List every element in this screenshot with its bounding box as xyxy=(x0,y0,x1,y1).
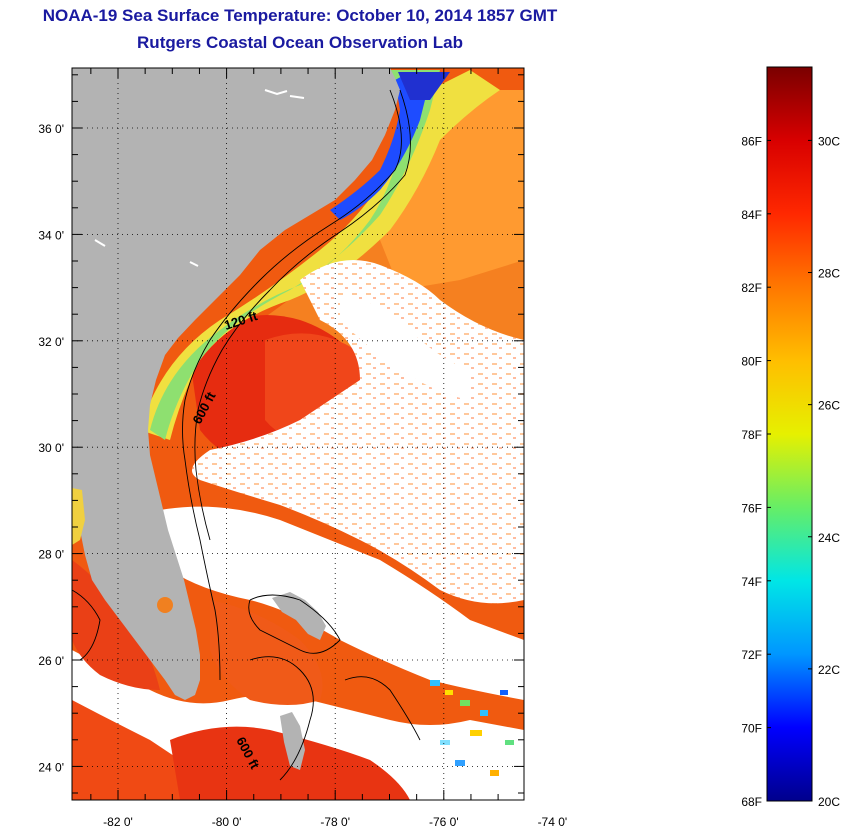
colorbar-f-label: 68F xyxy=(741,795,762,809)
latitude-label: 36 0' xyxy=(38,122,64,136)
colorbar-f-label: 72F xyxy=(741,648,762,662)
depth-contours xyxy=(72,89,421,781)
colorbar-c-label: 20C xyxy=(818,795,840,809)
map-frame xyxy=(71,67,525,801)
land-bahamas-2 xyxy=(280,712,305,770)
colorbar-f-label: 78F xyxy=(741,428,762,442)
longitude-labels: -82 0' -80 0' -78 0' -76 0' -74 0' xyxy=(103,815,567,829)
longitude-label: -74 0' xyxy=(538,815,568,829)
colorbar-c-label: 26C xyxy=(818,399,840,413)
colorbar-c-label: 24C xyxy=(818,531,840,545)
latitude-label: 26 0' xyxy=(38,654,64,668)
colorbar-f-label: 82F xyxy=(741,281,762,295)
warm-patch-west xyxy=(72,560,160,690)
latitude-label: 34 0' xyxy=(38,228,64,242)
colorbar-f-label: 70F xyxy=(741,722,762,736)
colorbar-f-label: 80F xyxy=(741,355,762,369)
latitude-label: 32 0' xyxy=(38,335,64,349)
colorbar-f-label: 84F xyxy=(741,208,762,222)
land-us-southeast xyxy=(72,68,400,700)
cool-patches xyxy=(430,680,514,776)
map-subtitle: Rutgers Coastal Ocean Observation Lab xyxy=(137,33,463,52)
cloud-cover xyxy=(192,260,524,604)
cloud-cover xyxy=(160,506,524,700)
latitude-labels: 36 0' 34 0' 32 0' 30 0' 28 0' 26 0' 24 0' xyxy=(38,122,64,774)
longitude-label: -76 0' xyxy=(429,815,459,829)
map-ticks xyxy=(72,68,524,800)
warm-patch-mid xyxy=(210,600,323,705)
map-title: NOAA-19 Sea Surface Temperature: October… xyxy=(42,6,558,25)
colorbar-f-label: 76F xyxy=(741,501,762,515)
colorbar-f-label: 74F xyxy=(741,575,762,589)
cold-coastal-water-2 xyxy=(398,72,450,100)
colorbar-f-label: 86F xyxy=(741,134,762,148)
cold-coastal-water xyxy=(330,72,430,220)
latitude-label: 28 0' xyxy=(38,548,64,562)
cloud-cover xyxy=(340,295,470,400)
colorbar-c-label: 22C xyxy=(818,663,840,677)
colorbar-c-label: 28C xyxy=(818,267,840,281)
grid-lines xyxy=(72,68,524,800)
latitude-label: 30 0' xyxy=(38,441,64,455)
colorbar xyxy=(766,66,813,802)
land-cuba-edge xyxy=(72,488,85,545)
map-field: 120 ft 600 ft 600 ft xyxy=(72,68,524,800)
land-bahamas xyxy=(272,592,326,640)
latitude-label: 24 0' xyxy=(38,760,64,774)
lake xyxy=(157,597,173,613)
longitude-label: -80 0' xyxy=(212,815,242,829)
longitude-label: -78 0' xyxy=(320,815,350,829)
longitude-label: -82 0' xyxy=(103,815,133,829)
shelf-water xyxy=(140,70,500,440)
colorbar-ticks: 86F 84F 82F 80F 78F 76F 74F 72F 70F 68F 30C 28C 26C 2… xyxy=(741,134,840,809)
colorbar-c-label: 30C xyxy=(818,134,840,148)
river-inlets xyxy=(94,89,305,267)
